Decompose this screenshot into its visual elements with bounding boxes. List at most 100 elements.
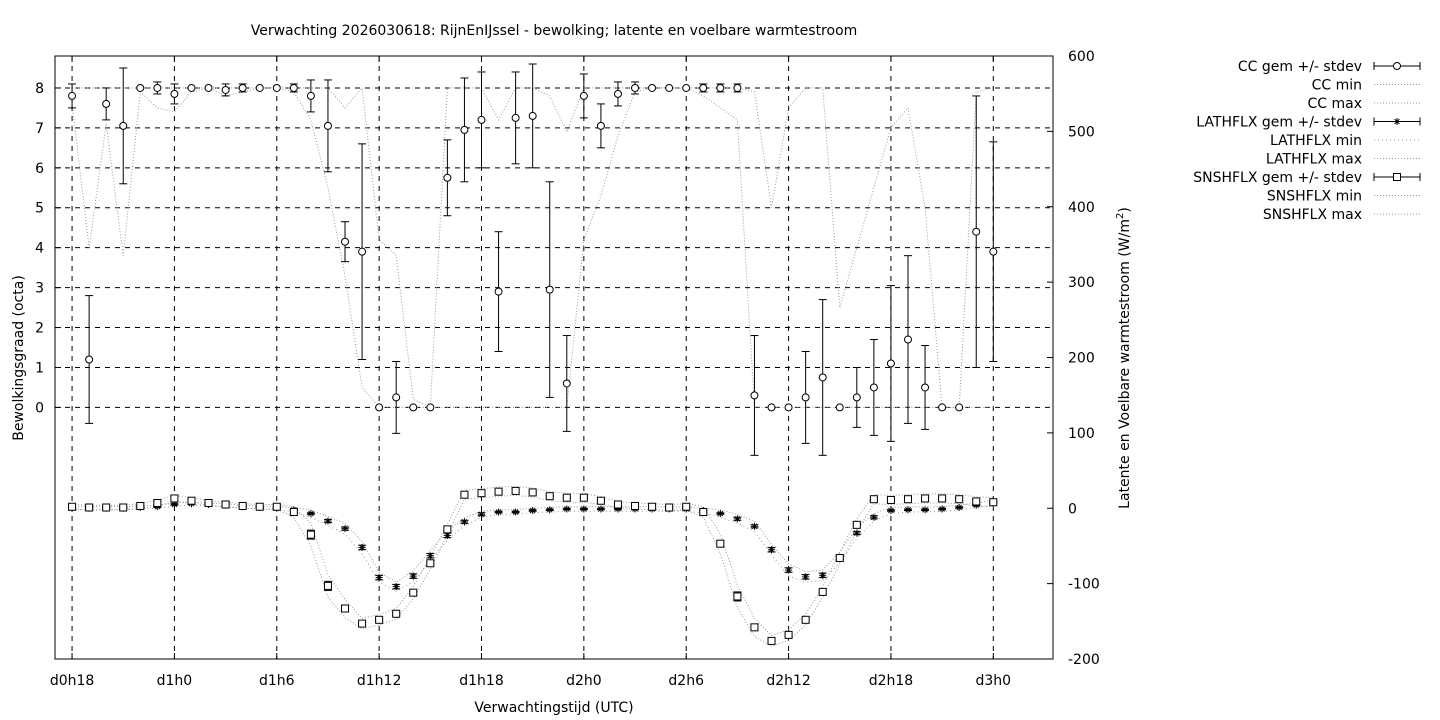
- lathflx-mean-point: [716, 510, 724, 518]
- snshflx-mean-point: [886, 495, 895, 504]
- snshflx-mean-point: [733, 592, 742, 601]
- legend-snshflx-marker: [1393, 173, 1401, 181]
- x-axis-label: Verwachtingstijd (UTC): [474, 700, 633, 716]
- snshflx-mean-point: [409, 588, 418, 597]
- snshflx-mean-point: [255, 502, 264, 511]
- y-left-tick-label: 4: [35, 241, 44, 257]
- cc-mean-point: [665, 83, 674, 92]
- cc-mean-point: [750, 391, 759, 400]
- x-tick-label: d2h18: [869, 673, 913, 689]
- lathflx-mean-point: [460, 518, 468, 526]
- x-tick-label: d2h0: [566, 673, 602, 689]
- cc-mean-point: [989, 247, 998, 256]
- y-left-tick-labels: 0 1 2 3 4 5 6 7 8: [35, 81, 44, 416]
- chart-title: Verwachting 2026030618: RijnEnIJssel - b…: [251, 23, 858, 39]
- star-stroke: [512, 509, 519, 515]
- cc-mean-point: [631, 83, 640, 92]
- cc-mean-point: [426, 403, 435, 412]
- y-left-tick-label: 7: [35, 121, 44, 137]
- snshflx-mean-point: [511, 486, 520, 495]
- lathflx-mean-point: [392, 583, 400, 591]
- grid-lines: [55, 56, 1053, 659]
- legend-label: SNSHFLX max: [1263, 207, 1362, 223]
- lathflx-mean-point: [853, 529, 861, 537]
- lathflx-mean-point: [358, 543, 366, 551]
- y-right-tick-label: 300: [1068, 275, 1095, 291]
- snshflx-mean-point: [716, 539, 725, 548]
- lathflx-mean-point: [375, 574, 383, 582]
- lathflx-mean-point: [307, 510, 315, 518]
- cc-mean-point: [170, 89, 179, 98]
- lathflx-mean-point: [733, 515, 741, 523]
- star-stroke: [376, 574, 382, 581]
- cc-mean-point: [869, 383, 878, 392]
- cc-mean-point: [613, 89, 622, 98]
- snshflx-mean-point: [375, 615, 384, 624]
- star-stroke: [888, 507, 894, 514]
- cc-mean-point: [119, 121, 128, 130]
- cc-mean-point: [255, 83, 264, 92]
- y-right-tick-label: 600: [1068, 49, 1095, 65]
- y-left-tick-label: 2: [35, 321, 44, 337]
- star-stroke: [939, 506, 945, 512]
- cc-mean-point: [358, 247, 367, 256]
- star-stroke: [171, 501, 178, 508]
- star-stroke: [308, 510, 314, 517]
- x-tick-label: d3h0: [976, 673, 1012, 689]
- star-stroke: [581, 506, 587, 512]
- snshflx-mean-point: [528, 488, 537, 497]
- cc-mean-point: [341, 237, 350, 246]
- cc-mean-point: [477, 115, 486, 124]
- snshflx-mean-point: [68, 502, 77, 511]
- cc-mean-point: [187, 83, 196, 92]
- snshflx-mean-point: [972, 497, 981, 506]
- lathflx-mean-point: [409, 572, 417, 580]
- star-stroke: [325, 518, 331, 524]
- star-stroke: [563, 506, 570, 512]
- y-left-tick-label: 8: [35, 81, 44, 97]
- snshflx-mean-point: [187, 496, 196, 505]
- snshflx-mean-point: [221, 500, 230, 509]
- snshflx-mean-point: [767, 636, 776, 645]
- snshflx-mean-point: [562, 493, 571, 502]
- snshflx-mean-point: [443, 525, 452, 534]
- legend-label: LATHFLX gem +/- stdev: [1196, 115, 1362, 131]
- cc-mean-point: [392, 393, 401, 402]
- snshflx-mean-point: [596, 496, 605, 505]
- snshflx-mean-point: [938, 494, 947, 503]
- y-left-tick-label: 3: [35, 281, 44, 297]
- cc-mean-point: [955, 403, 964, 412]
- x-tick-label: d1h0: [157, 673, 193, 689]
- cc-mean-point: [153, 83, 162, 92]
- legend-lathflx-marker: [1393, 118, 1401, 125]
- cc-mean-point: [648, 83, 657, 92]
- cc-mean-point: [443, 173, 452, 182]
- x-tick-label: d1h6: [259, 673, 295, 689]
- legend-cc-marker: [1393, 62, 1401, 70]
- legend-label: CC max: [1307, 96, 1362, 112]
- cc-mean-point: [835, 403, 844, 412]
- cc-mean-point: [136, 83, 145, 92]
- lathflx-mean-point: [495, 508, 503, 516]
- legend: CC gem +/- stdev CC min CC max LATHFLX gem …: [1193, 59, 1421, 223]
- x-tick-label: d1h18: [459, 673, 503, 689]
- cc-mean-point: [102, 99, 111, 108]
- y-left-tick-label: 1: [35, 360, 44, 376]
- x-tick-labels: d0h18 d1h0 d1h6 d1h12 d1h18 d2h0 d2h6 d2h12 d2h1…: [50, 673, 1011, 689]
- snshflx-mean-point: [392, 609, 401, 618]
- snshflx-mean-point: [835, 553, 844, 562]
- lathflx-mean-point: [170, 500, 178, 508]
- cc-mean-point: [784, 403, 793, 412]
- snshflx-mean-point: [665, 503, 674, 512]
- star-stroke: [359, 544, 365, 551]
- star-stroke: [802, 574, 809, 580]
- legend-label: LATHFLX min: [1270, 133, 1362, 149]
- cc-mean-point: [238, 83, 247, 92]
- snshflx-mean-point: [903, 495, 912, 504]
- lathflx-mean-point: [938, 505, 946, 513]
- legend-label: LATHFLX max: [1266, 152, 1362, 168]
- legend-label: SNSHFLX gem +/- stdev: [1193, 170, 1362, 186]
- lathflx-min-line: [72, 504, 994, 592]
- lathflx-mean-point: [870, 513, 878, 521]
- lathflx-mean-point: [477, 510, 485, 518]
